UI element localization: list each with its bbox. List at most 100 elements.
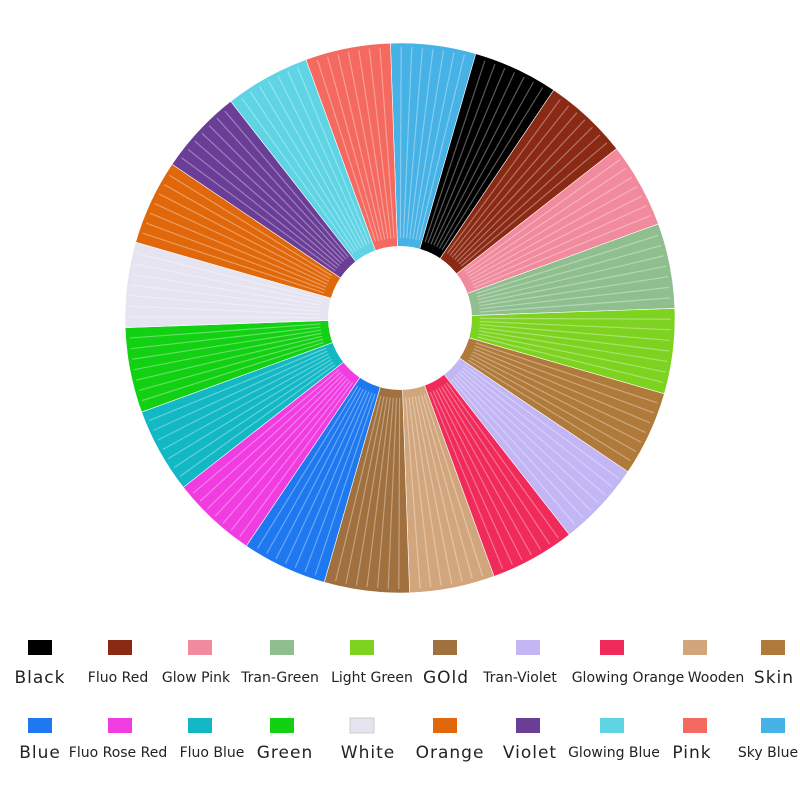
filament-strand	[266, 387, 362, 555]
filament-strand	[479, 320, 671, 331]
filament-strand	[132, 273, 322, 306]
filament-strand	[207, 373, 344, 510]
color-swatch	[188, 718, 212, 733]
filament-strand	[239, 382, 354, 537]
filament-strand	[478, 330, 668, 363]
filament-strand	[453, 376, 584, 519]
filament-strand	[304, 392, 373, 573]
filament-strand	[327, 56, 380, 242]
color-swatch	[108, 718, 132, 733]
filament-strand	[241, 97, 354, 254]
filament-strand	[405, 397, 421, 589]
filament-strand	[408, 397, 432, 588]
filament-strand	[432, 390, 513, 565]
filament-strand	[296, 66, 371, 245]
filament-strand	[435, 389, 523, 561]
color-label: Fluo Red	[88, 670, 148, 686]
filament-strand	[130, 284, 321, 309]
color-swatch	[516, 640, 540, 655]
filament-strand	[469, 356, 637, 452]
filament-strand	[479, 317, 672, 320]
color-label: Orange	[416, 743, 485, 763]
filament-strand	[142, 232, 325, 294]
filament-strand	[366, 397, 391, 588]
filament-strand	[470, 354, 642, 443]
filament-strand	[478, 333, 666, 373]
filament-strand	[429, 391, 504, 570]
filament-strand	[441, 87, 544, 251]
filament-strand	[446, 382, 559, 539]
filament-strand	[479, 327, 670, 352]
filament-strand	[192, 369, 340, 494]
filament-strand	[478, 265, 667, 304]
color-label: Green	[257, 743, 313, 763]
filament-strand	[149, 212, 327, 288]
color-label: Fluo Rose Red	[69, 745, 167, 761]
color-swatch	[600, 718, 624, 733]
filament-strand	[472, 351, 646, 434]
filament-wheel	[124, 42, 676, 594]
filament-strand	[141, 341, 324, 402]
filament-strand	[194, 140, 340, 267]
filament-strand	[478, 276, 668, 307]
filament-strand	[420, 394, 473, 580]
filament-strand	[411, 396, 442, 586]
filament-strand	[347, 51, 386, 240]
filament-strand	[145, 222, 326, 291]
filament-strand	[376, 397, 394, 589]
filament-strand	[415, 52, 455, 240]
filament-strand	[224, 110, 349, 258]
filament-strand	[474, 345, 655, 414]
filament-strand	[287, 71, 368, 246]
filament-strand	[479, 297, 671, 313]
filament-strand	[199, 371, 342, 502]
filament-strand	[275, 388, 364, 560]
color-swatch	[683, 718, 707, 733]
filament-strand	[268, 80, 362, 249]
filament-strand	[316, 59, 377, 242]
filament-strand	[379, 47, 395, 239]
filament-strand	[181, 157, 336, 272]
filament-strand	[133, 332, 322, 371]
filament-strand	[456, 126, 593, 263]
filament-strand	[277, 75, 365, 247]
filament-strand	[449, 105, 570, 256]
filament-strand	[256, 385, 359, 549]
filament-strand	[424, 60, 486, 243]
filament-strand	[479, 286, 670, 310]
filament-strand	[294, 391, 370, 569]
filament-strand	[230, 380, 351, 531]
filament-strand	[475, 342, 658, 404]
filament-strand	[134, 263, 322, 303]
filament-strand	[136, 253, 323, 300]
filament-strand	[387, 397, 398, 589]
filament-strand	[148, 347, 327, 422]
filament-strand	[460, 369, 606, 496]
color-swatch	[188, 640, 212, 655]
color-label: Black	[15, 668, 66, 688]
color-swatch	[350, 640, 374, 655]
filament-strand	[427, 63, 496, 244]
color-label: Skin	[754, 668, 794, 688]
filament-strand	[455, 374, 592, 511]
filament-strand	[472, 205, 647, 286]
filament-strand	[473, 348, 651, 424]
color-label: Pink	[672, 743, 711, 763]
filament-strand	[314, 393, 376, 576]
filament-strand	[345, 396, 385, 584]
filament-strand	[169, 174, 333, 277]
filament-strand	[479, 324, 671, 342]
filament-strand	[468, 176, 632, 278]
color-label: Wooden	[688, 670, 745, 686]
filament-strand	[179, 364, 336, 477]
color-label: Tran-Green	[240, 670, 319, 686]
filament-strand	[433, 72, 516, 246]
filament-strand	[132, 329, 322, 360]
filament-strand	[460, 142, 608, 267]
filament-strand	[436, 76, 525, 248]
filament-strand	[130, 326, 321, 350]
color-swatch	[433, 640, 457, 655]
filament-strand	[418, 54, 465, 241]
color-swatch	[516, 718, 540, 733]
color-label: Glow Pink	[162, 670, 231, 686]
